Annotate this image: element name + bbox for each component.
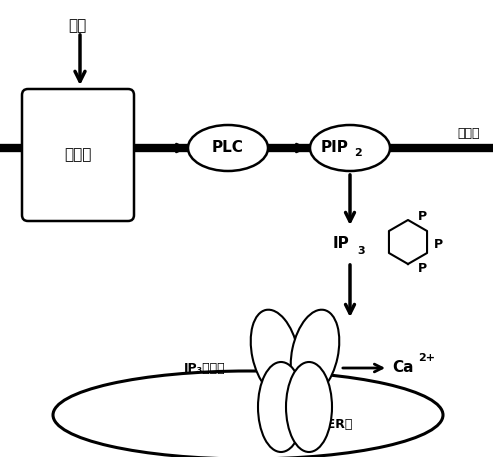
Ellipse shape <box>291 310 339 396</box>
Text: 受容体: 受容体 <box>64 148 92 163</box>
Ellipse shape <box>286 362 332 452</box>
Ellipse shape <box>251 310 299 396</box>
FancyBboxPatch shape <box>22 89 134 221</box>
Text: IP₃受容体: IP₃受容体 <box>184 361 226 374</box>
Text: P: P <box>433 238 443 250</box>
Ellipse shape <box>310 125 390 171</box>
Text: Ca²⁺貯蔵庫（ER）: Ca²⁺貯蔵庫（ER） <box>267 419 352 431</box>
Text: PIP: PIP <box>320 140 348 155</box>
Ellipse shape <box>188 125 268 171</box>
Text: 3: 3 <box>357 246 365 256</box>
Text: P: P <box>418 261 426 275</box>
Text: 2: 2 <box>354 148 362 158</box>
Text: Ca: Ca <box>392 361 414 376</box>
Text: 刷激: 刷激 <box>68 18 86 33</box>
Ellipse shape <box>53 371 443 457</box>
Ellipse shape <box>258 362 304 452</box>
Text: PLC: PLC <box>212 140 244 155</box>
Text: 2+: 2+ <box>418 353 435 363</box>
Text: IP: IP <box>333 235 350 250</box>
Text: P: P <box>418 209 426 223</box>
Text: 細胞膜: 細胞膜 <box>458 127 480 140</box>
